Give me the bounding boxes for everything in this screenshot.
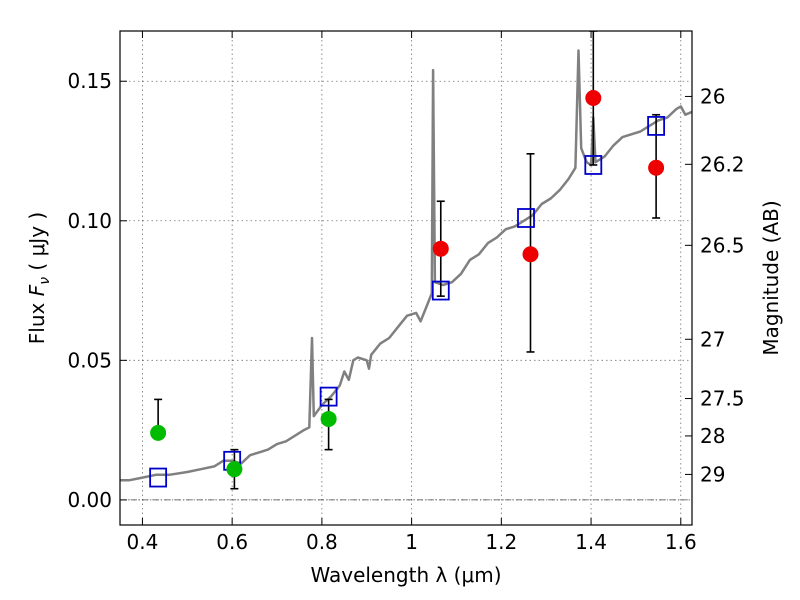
y-axis-label-subscript: ν (37, 277, 53, 285)
model-square-marker (431, 280, 450, 301)
x-tick-label: 1 (405, 530, 418, 554)
spectrum-line (120, 49, 692, 482)
y2-axis-label: Magnitude (AB) (759, 200, 783, 355)
y-axis-label-symbol: F (25, 284, 49, 296)
optical-data-point (226, 461, 243, 478)
infrared-data-point (432, 240, 449, 257)
x-tick-label: 0.6 (216, 530, 248, 554)
x-tick-label: 0.8 (306, 530, 338, 554)
y-tick-label: 0.00 (67, 488, 112, 512)
plot-frame (119, 30, 693, 526)
y2-tick-label: 26 (700, 84, 725, 108)
y-axis: 0.00 0.05 0.10 0.15 (67, 69, 127, 512)
y2-tick-label: 26.2 (700, 152, 745, 176)
infrared-data-point (522, 246, 539, 263)
y2-tick-label: 29 (700, 462, 725, 486)
model-square-marker (584, 155, 603, 175)
y-axis-label-prefix: Flux (25, 296, 49, 344)
x-tick-label: 1.2 (485, 530, 517, 554)
y-axis-label-unit: ( μJy ) (25, 212, 49, 277)
model-square-marker (149, 467, 168, 488)
y-tick-label: 0.10 (67, 209, 112, 233)
infrared-data-point (648, 159, 665, 176)
plot-area (120, 31, 692, 501)
x-axis-label: Wavelength λ (μm) (310, 563, 501, 587)
grid (120, 31, 692, 525)
x-tick-label: 0.4 (127, 530, 159, 554)
y-axis-label: Flux Fν ( μJy ) (25, 212, 53, 344)
y2-tick-label: 28 (700, 424, 725, 448)
y-tick-label: 0.05 (67, 348, 112, 372)
x-axis: 0.4 0.6 0.8 1 1.2 1.4 1.6 (127, 31, 697, 554)
model-square-marker (517, 208, 535, 228)
model-square-marker (647, 115, 666, 136)
y2-tick-label: 26.5 (700, 233, 745, 257)
y-tick-label: 0.15 (67, 69, 112, 93)
x-tick-label: 1.6 (665, 530, 697, 554)
optical-data-point (150, 424, 167, 441)
y2-tick-label: 27 (700, 327, 725, 351)
model-square-marker (319, 386, 338, 407)
optical-data-point (320, 410, 337, 427)
x-tick-label: 1.4 (575, 530, 607, 554)
y2-axis: 26 26.2 26.5 27 27.5 28 29 (685, 84, 745, 486)
y2-tick-label: 27.5 (700, 387, 745, 411)
infrared-data-point (585, 89, 602, 106)
